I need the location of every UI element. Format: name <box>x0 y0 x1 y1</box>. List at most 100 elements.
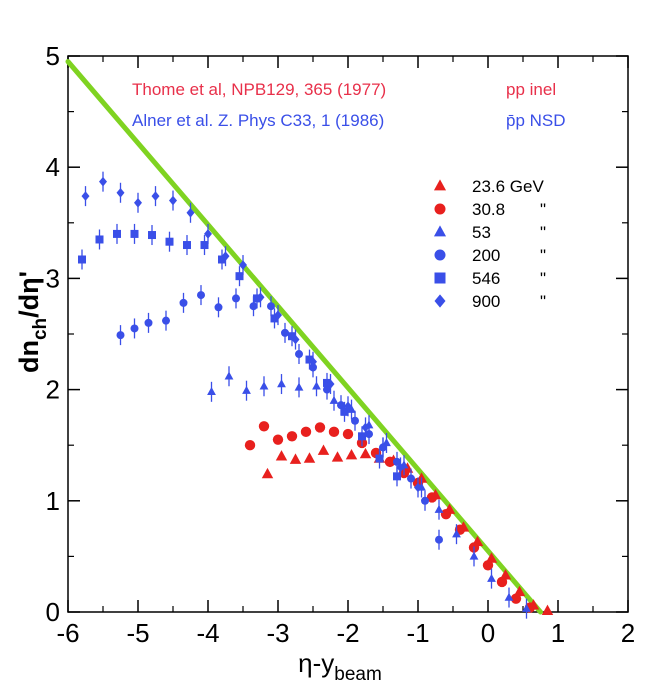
data-point <box>393 457 401 466</box>
annotations: Thome et al, NPB129, 365 (1977) pp inel Al… <box>132 80 566 130</box>
data-point <box>169 195 177 206</box>
data-point <box>396 462 405 473</box>
legend-item: 900 " <box>434 292 546 311</box>
x-tick-label: 1 <box>551 618 565 648</box>
x-tick-label: -2 <box>336 618 359 648</box>
data-point <box>347 404 356 413</box>
data-point <box>522 603 531 612</box>
legend-ditto: " <box>540 292 546 311</box>
y-tick-label: 4 <box>46 152 60 182</box>
data-point <box>482 560 494 571</box>
data-point <box>256 292 265 303</box>
annotation-text: Thome et al, NPB129, 365 (1977) <box>132 80 386 99</box>
data-point <box>331 451 344 462</box>
data-point <box>303 452 316 463</box>
data-point <box>351 416 359 425</box>
data-point <box>259 381 269 390</box>
data-point <box>244 440 256 451</box>
data-point <box>200 241 209 250</box>
data-point <box>379 442 387 453</box>
legend-ditto: " <box>540 246 546 265</box>
legend-marker <box>434 249 446 261</box>
data-point <box>281 328 289 337</box>
data-point <box>197 291 205 300</box>
x-tick-label: -3 <box>266 618 289 648</box>
data-point <box>300 426 312 438</box>
data-point <box>384 456 396 468</box>
series-5 <box>81 171 422 498</box>
data-point <box>510 593 522 604</box>
data-point <box>407 474 415 483</box>
data-point <box>342 428 354 440</box>
data-point <box>328 426 340 438</box>
x-tick-label: -6 <box>56 618 79 648</box>
data-point <box>309 357 317 367</box>
data-point <box>130 324 139 333</box>
data-point <box>277 379 286 388</box>
data-point <box>165 237 174 246</box>
data-point <box>440 508 452 520</box>
legend-item: 53 " <box>433 223 546 242</box>
legend-ditto: " <box>540 200 546 219</box>
data-point <box>232 294 240 303</box>
data-point <box>289 453 302 464</box>
legend-label: 23.6 GeV <box>472 177 544 196</box>
legend-marker <box>434 272 446 284</box>
data-point <box>81 191 90 201</box>
data-point <box>207 387 216 396</box>
legend-label: 200 <box>472 246 500 265</box>
annotation-text: Alner et al. Z. Phys C33, 1 (1986) <box>132 111 384 130</box>
data-point <box>359 447 372 459</box>
data-point <box>340 407 349 416</box>
fit-line-group <box>65 59 543 615</box>
y-tick-label: 3 <box>46 263 60 293</box>
data-point <box>345 448 358 460</box>
x-tick-label: -4 <box>196 618 219 648</box>
data-point <box>275 450 288 461</box>
legend-marker <box>433 225 447 237</box>
data-point <box>434 504 444 513</box>
data-point <box>305 355 314 364</box>
data-point <box>504 592 514 601</box>
data-point <box>496 576 508 588</box>
legend: 23.6 GeV 30.8 " 53 " 200 " 546 " 900 " <box>433 177 546 311</box>
legend-ditto: " <box>540 223 546 242</box>
data-point <box>267 302 275 311</box>
x-tick-label: 2 <box>621 618 635 648</box>
data-point <box>151 191 160 201</box>
data-point <box>221 251 230 261</box>
legend-item: 30.8 " <box>434 200 546 219</box>
data-point <box>224 371 234 380</box>
legend-label: 546 <box>472 269 500 288</box>
data-point <box>323 378 331 387</box>
data-point <box>116 187 125 198</box>
data-point <box>239 260 247 270</box>
data-point <box>113 229 121 238</box>
axis-ticks <box>67 55 629 613</box>
legend-item: 546 " <box>434 269 546 288</box>
data-point <box>204 229 212 239</box>
fit-line <box>65 59 543 615</box>
data-point <box>134 197 142 208</box>
data-point <box>242 385 251 394</box>
data-point <box>435 535 443 544</box>
data-point <box>294 382 304 391</box>
data-point <box>288 332 296 341</box>
data-point <box>365 430 373 439</box>
data-point <box>541 604 554 616</box>
data-point <box>162 316 170 325</box>
data-point <box>469 551 479 560</box>
data-point <box>214 303 223 312</box>
data-point <box>329 395 339 404</box>
data-point <box>235 272 244 281</box>
legend-label: 53 <box>472 223 491 242</box>
legend-label: 30.8 <box>472 200 505 219</box>
legend-item: 200 " <box>434 246 546 265</box>
data-point <box>99 176 107 187</box>
annotation-text: pp inel <box>506 80 556 99</box>
data-point <box>183 241 191 250</box>
data-point <box>361 422 370 433</box>
y-tick-label: 0 <box>46 597 60 627</box>
data-point <box>249 302 258 311</box>
